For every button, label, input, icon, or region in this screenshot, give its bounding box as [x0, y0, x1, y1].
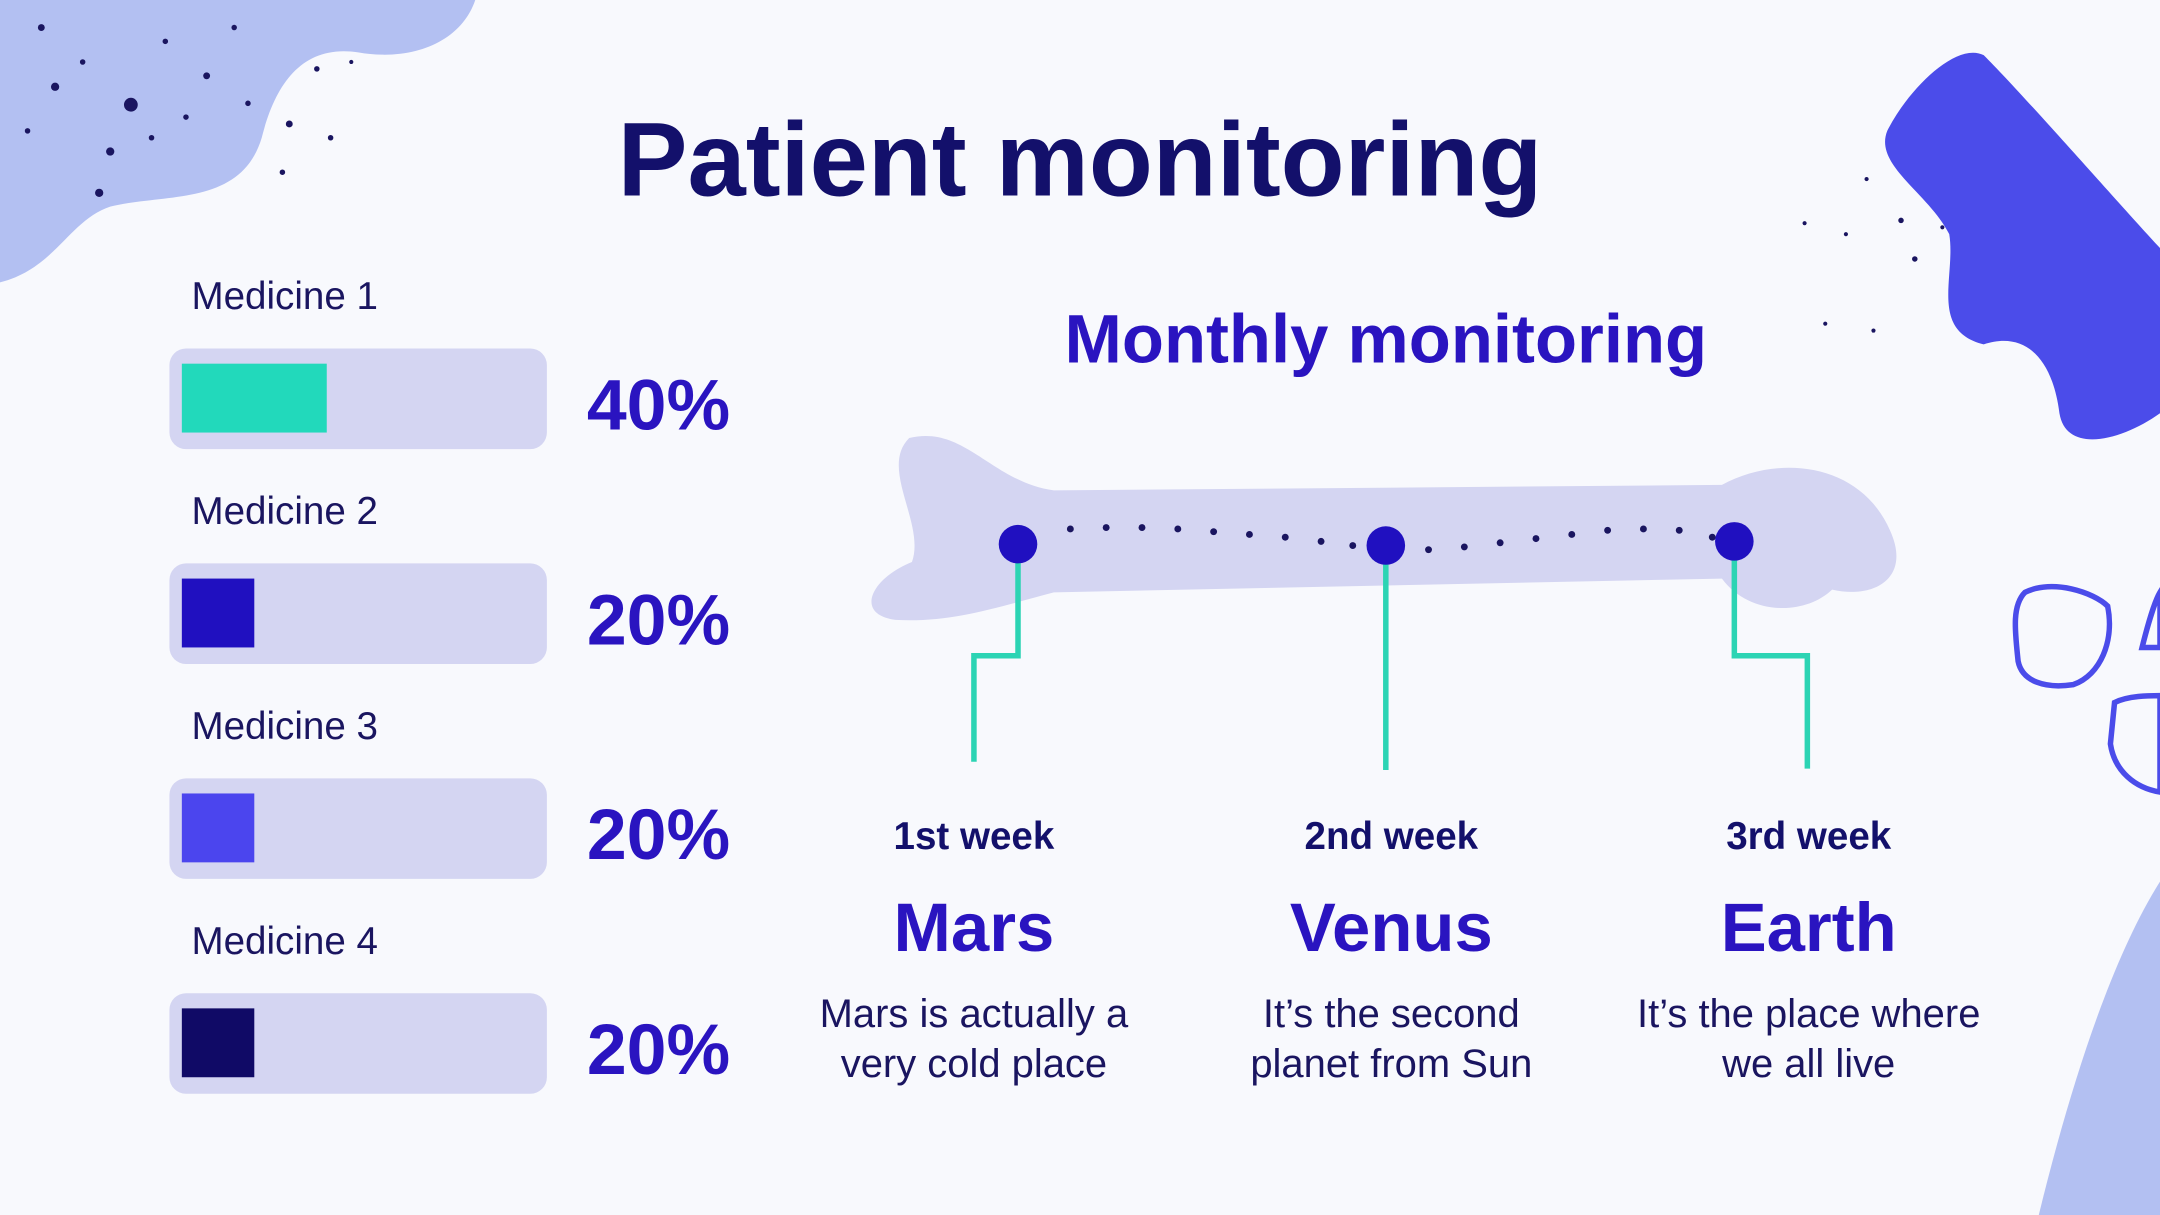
- planet-description: we all live: [1721, 1042, 1895, 1086]
- percent-label: 40%: [587, 365, 730, 445]
- medicine-label: Medicine 3: [191, 705, 378, 748]
- planet-description: It’s the place where: [1637, 992, 1980, 1036]
- progress-track: [169, 993, 547, 1094]
- week-label: 2nd week: [1305, 815, 1479, 858]
- decor-speckles: [1802, 177, 1945, 333]
- timeline-points: [998, 522, 1754, 565]
- progress-bar: [181, 1008, 255, 1078]
- planet-name: Venus: [1290, 889, 1493, 966]
- subtitle: Monthly monitoring: [1065, 301, 1708, 378]
- medicine-label: Medicine 1: [191, 275, 378, 318]
- planet-description: very cold place: [841, 1042, 1107, 1086]
- title: Patient monitoring: [618, 102, 1543, 219]
- planet-name: Earth: [1721, 889, 1897, 966]
- decor-speckles: [24, 24, 354, 197]
- dotted-path: [1066, 524, 1716, 554]
- week-label: 3rd week: [1726, 815, 1892, 858]
- planet-description: It’s the second: [1263, 992, 1520, 1036]
- connectors: [971, 541, 1811, 771]
- planet-description: planet from Sun: [1250, 1042, 1532, 1086]
- planet-name: Mars: [894, 889, 1055, 966]
- progress-bar: [181, 578, 255, 648]
- medicine-label: Medicine 4: [191, 920, 378, 963]
- decor-shape: [2038, 881, 2160, 1215]
- week-label: 1st week: [894, 815, 1055, 858]
- planet-description: Mars is actually a: [820, 992, 1129, 1036]
- progress-track: [169, 563, 547, 664]
- progress-track: [169, 778, 547, 879]
- progress-bar: [181, 363, 327, 433]
- decor-shape: [1885, 52, 2160, 440]
- percent-label: 20%: [587, 1010, 730, 1090]
- medicine-label: Medicine 2: [191, 490, 378, 533]
- decor-blob: [0, 0, 476, 283]
- progress-bar: [181, 793, 255, 863]
- percent-label: 20%: [587, 580, 730, 660]
- percent-label: 20%: [587, 795, 730, 875]
